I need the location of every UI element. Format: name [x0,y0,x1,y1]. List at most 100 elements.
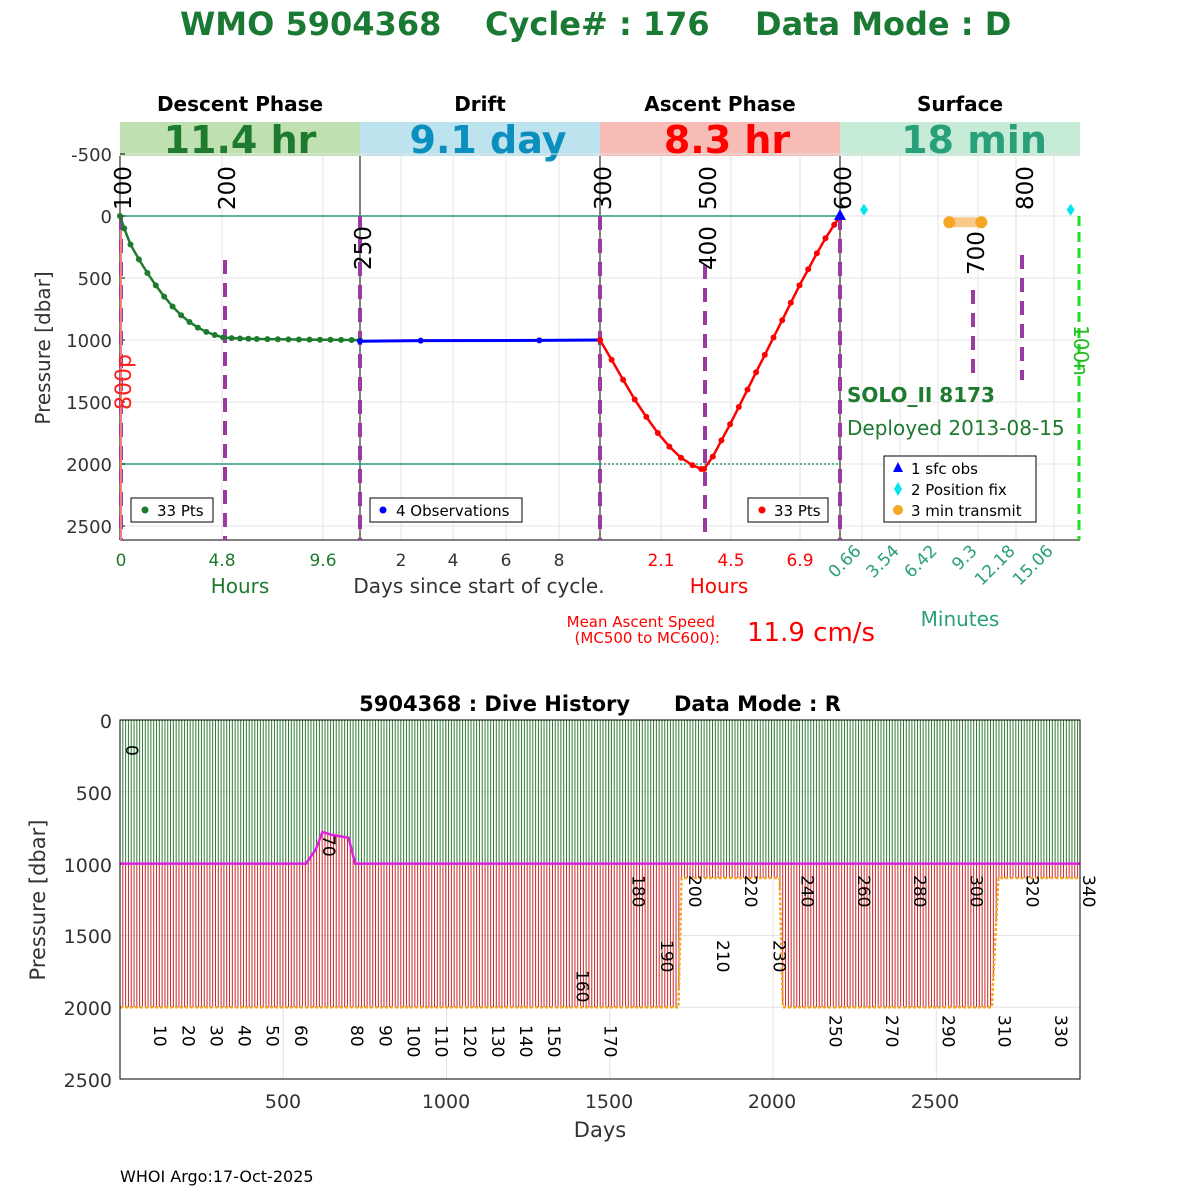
descent-x-tick: 0 [116,551,127,571]
descent-point [161,293,168,300]
park-pressure-line [120,830,1080,865]
descent-legend-text: 33 Pts [157,502,204,520]
cycle-label: 230 [768,940,788,972]
cycle-label: 200 [684,875,704,907]
cycle-label: 60 [290,1025,310,1047]
surface-x-tick: 0.66 [825,541,866,582]
cycle-label: 290 [937,1015,957,1047]
cycle-label: 80 [346,1025,366,1047]
bottom-y-tick: 500 [76,783,112,805]
title-mode: Data Mode : D [755,5,1011,43]
profile-pressure-line [120,876,1080,1009]
ascent-point [701,466,708,472]
ascent-point [620,376,627,383]
top-y-tick: 2500 [66,517,112,538]
ascent-point [597,337,603,343]
drift-legend: 4 Observations [369,497,523,523]
dive-history-cycle-labels: 0 10 20 30 40 50 60 70 80 90 100 110 120 130 140 150 160… [121,745,1098,1057]
phase-title-descent: Descent Phase [157,92,323,116]
descent-point [194,324,201,331]
ascent-profile [597,213,843,472]
cycle-label: 150 [543,1025,563,1057]
duration-surface: 18 min [901,118,1047,162]
bottom-x-tick: 2000 [748,1091,796,1113]
ascent-x-unit: Hours [690,574,749,598]
transmit-marker [943,216,956,229]
footer-credit: WHOI Argo:17-Oct-2025 [120,1167,314,1186]
position-fix-marker [860,203,868,216]
ascent-point [805,266,812,273]
drift-point [536,337,543,344]
phase-title-ascent: Ascent Phase [644,92,795,116]
ascent-point [796,282,803,289]
cycle-label: 20 [177,1025,197,1047]
phase-title-surface: Surface [917,92,1003,116]
drift-point [417,337,424,344]
descent-point [327,336,334,343]
descent-x-tick: 4.8 [208,551,235,571]
top-y-tick: 2000 [66,455,112,476]
descent-point [203,328,210,335]
cycle-label: 160 [571,970,591,1002]
cycle-label: 260 [853,875,873,907]
phase-title-drift: Drift [454,92,506,116]
mission-code-label: 500 [696,166,722,210]
surface-x-tick: 6.42 [901,541,942,582]
surface-legend: 1 sfc obs 2 Position fix 3 min transmit [883,455,1037,523]
ascent-point [787,299,794,306]
mission-code-labels: 100 200 250 300 400 500 600 700 800 [111,166,1039,275]
bottom-x-tick: 500 [265,1091,301,1113]
cycle-label: 180 [628,875,648,907]
ascent-point [753,369,760,376]
drift-x-ticks: 2 4 6 8 [396,551,565,571]
right-side-label: 100n [1069,325,1093,376]
ascent-x-tick: 6.9 [786,551,813,571]
ascent-point [813,250,820,257]
cycle-label: 310 [994,1015,1014,1047]
float-deployed: Deployed 2013-08-15 [847,416,1065,440]
descent-legend-marker [141,506,149,514]
cycle-label: 220 [740,875,760,907]
bottom-y-tick: 0 [100,711,112,733]
float-model: SOLO_II 8173 [847,383,995,407]
descent-x-unit: Hours [211,574,270,598]
descent-point [186,319,193,325]
top-y-tick: 0 [101,207,112,228]
mission-code-label: 250 [351,226,377,270]
ascent-speed-label-2: (MC500 to MC600): [575,629,720,647]
drift-line [359,338,601,343]
descent-point [121,225,128,232]
drift-legend-marker [379,506,387,514]
cycle-label: 250 [825,1015,845,1047]
descent-point [245,335,252,342]
mission-code-label: 400 [696,226,722,270]
title-wmo: WMO 5904368 [180,5,441,43]
ascent-point [744,386,751,393]
bottom-x-ticks: 500 1000 1500 2000 2500 [265,1091,959,1113]
descent-point [220,334,227,341]
band-drift [360,122,600,156]
descent-point [228,335,235,342]
cycle-label: 320 [1022,875,1042,907]
cycle-label: 300 [965,875,985,907]
cycle-label: 90 [374,1025,394,1047]
dive-history-frame [119,719,1081,1080]
cycle-label: 210 [712,940,732,972]
ascent-point [678,454,684,461]
ascent-point [770,334,777,341]
ascent-point [727,421,734,428]
bottom-x-tick: 2500 [911,1091,959,1113]
ascent-point [666,443,673,450]
cycle-label: 100 [403,1025,423,1057]
descent-point [338,336,345,343]
surface-x-ticks: 0.66 3.54 6.42 9.3 12.18 15.06 [825,541,1058,590]
ascent-point [689,462,696,469]
band-ascent [600,122,840,156]
descent-point [211,332,218,338]
top-y-tick: -500 [71,145,112,166]
bottom-y-tick: 2000 [64,998,112,1020]
cycle-label: 40 [234,1025,254,1047]
mission-code-label: 200 [215,166,241,210]
cycle-label: 190 [656,940,676,972]
surface-x-tick: 3.54 [863,541,904,582]
